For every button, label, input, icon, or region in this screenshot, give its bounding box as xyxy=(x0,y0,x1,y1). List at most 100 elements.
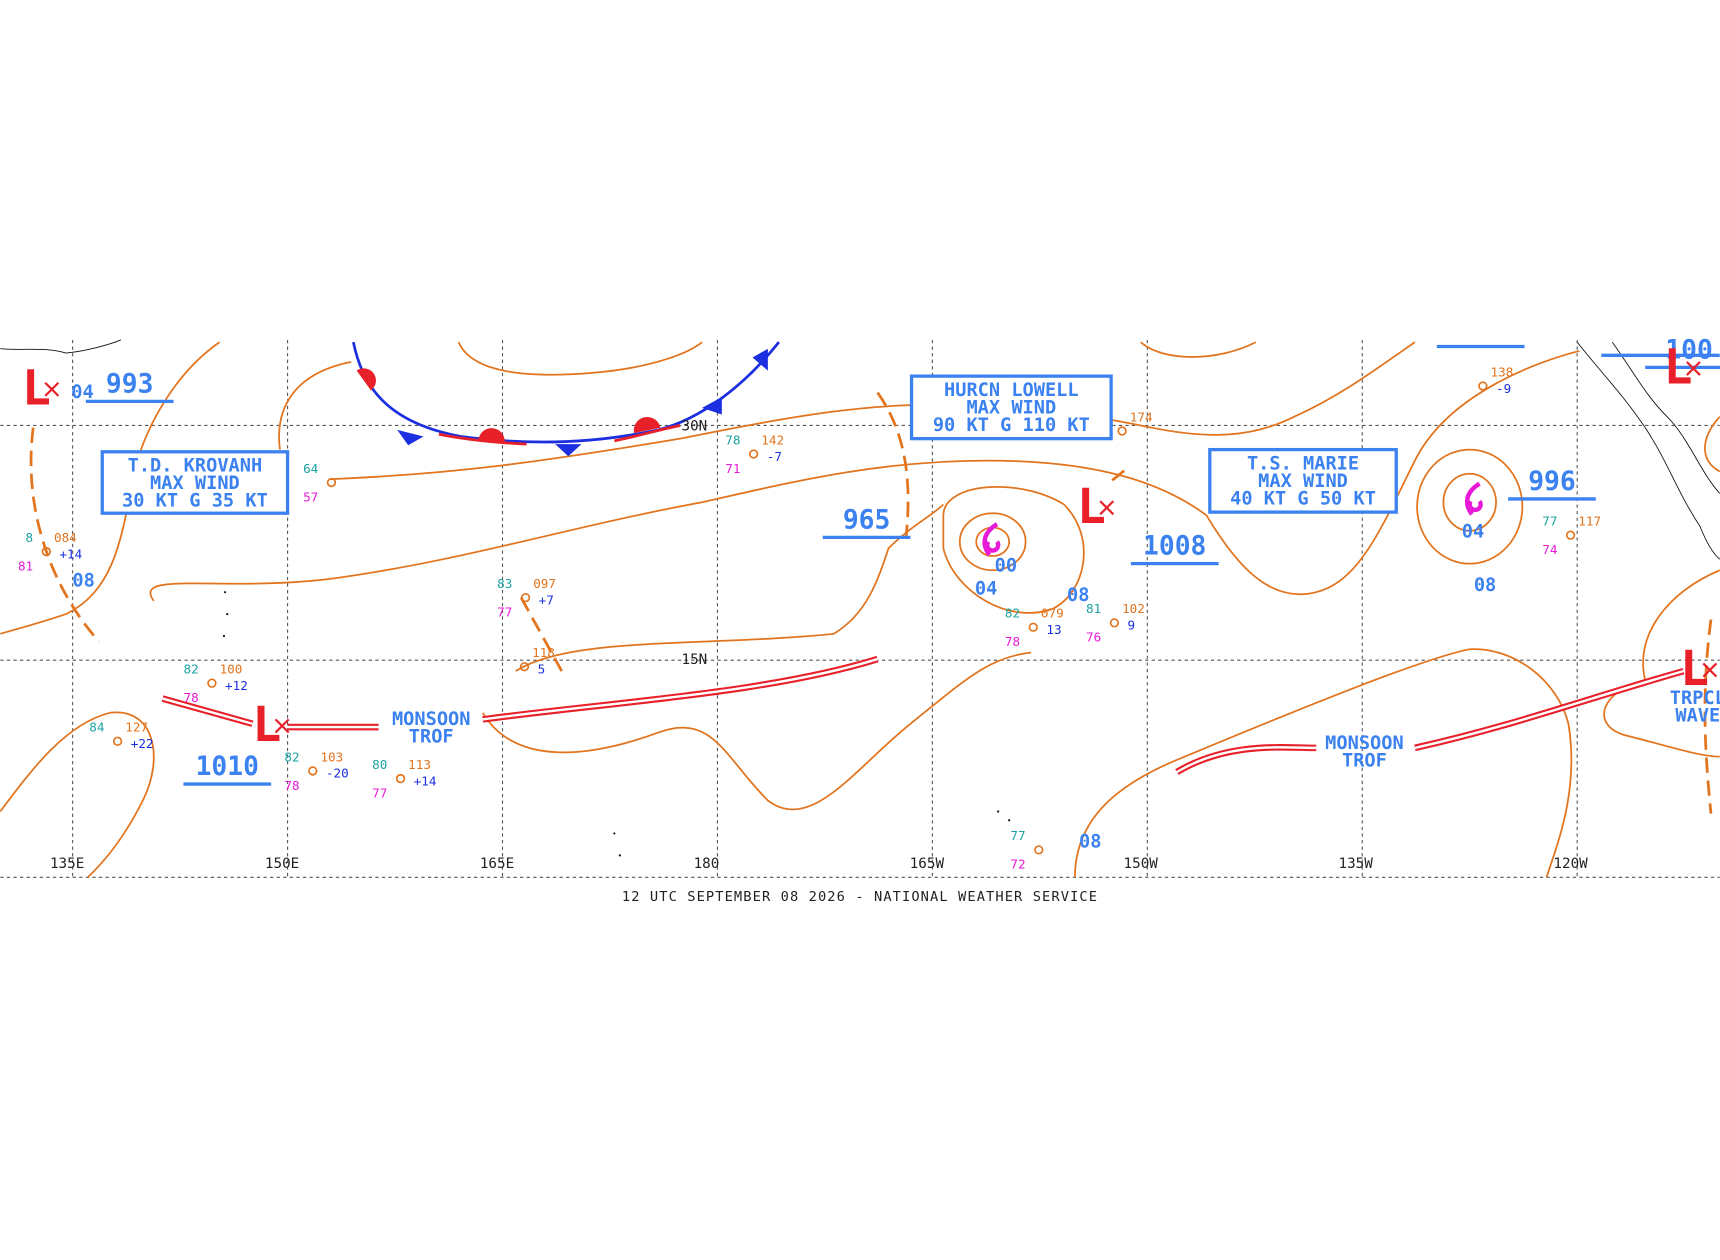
station-tendency: +14 xyxy=(414,773,437,788)
low-cross xyxy=(1702,662,1718,678)
front-line-warm xyxy=(438,424,681,446)
station-tendency: +22 xyxy=(131,736,154,751)
contour-label: 04 xyxy=(975,578,997,599)
pressure-center: 993 xyxy=(106,369,154,399)
station-temp: 82 xyxy=(184,662,199,677)
storm-box-line: MAX WIND xyxy=(966,397,1056,418)
station-dewpoint: 71 xyxy=(725,461,740,476)
station-dewpoint: 78 xyxy=(1005,634,1020,649)
islands xyxy=(222,591,1011,857)
storm-box-line: 40 KT G 50 KT xyxy=(1230,488,1376,509)
island xyxy=(1008,819,1011,822)
feature-label: MONSOON xyxy=(392,709,471,730)
storm-box xyxy=(100,450,290,515)
low-cross xyxy=(44,381,60,397)
station-temp: 80 xyxy=(372,757,387,772)
low-cross xyxy=(1686,361,1701,376)
trough-inner xyxy=(162,657,1684,774)
feature-label: TRPCL xyxy=(1670,688,1720,709)
trough xyxy=(29,427,100,643)
station xyxy=(748,449,759,459)
cyclone-symbol xyxy=(1464,481,1483,516)
station-dewpoint: 78 xyxy=(184,690,199,705)
station xyxy=(519,662,530,672)
station xyxy=(395,773,406,784)
feature-label: WAVE xyxy=(1675,706,1720,727)
isobar xyxy=(457,341,703,376)
storm-box-line: MAX WIND xyxy=(1258,471,1348,492)
troughs xyxy=(29,391,1713,814)
low-cross xyxy=(274,718,290,734)
station-pressure: 084 xyxy=(54,530,77,545)
storm-box-line: 90 KT G 110 KT xyxy=(933,415,1090,436)
station-pressure: 103 xyxy=(320,749,343,764)
latitude-label: 30N xyxy=(682,419,708,435)
longitude-label: 150E xyxy=(265,856,299,872)
station-tendency: +14 xyxy=(59,546,82,561)
isobar xyxy=(1704,416,1720,473)
station-tendency: 9 xyxy=(1128,618,1136,633)
island xyxy=(226,613,229,616)
station-pressure: 142 xyxy=(761,432,784,447)
station-tendency: +7 xyxy=(539,592,554,607)
front xyxy=(352,341,780,457)
storm-box xyxy=(909,374,1113,441)
isobar xyxy=(482,651,1032,811)
station-tendency: 5 xyxy=(538,662,546,677)
station xyxy=(207,678,217,688)
low-symbol: L xyxy=(22,360,51,416)
longitude-label: 180 xyxy=(694,856,720,872)
station-temp: 81 xyxy=(1086,601,1101,616)
pressure-center: 1008 xyxy=(1143,532,1206,562)
monsoon-trough xyxy=(161,655,1685,775)
station-temp: 64 xyxy=(303,461,318,476)
island xyxy=(222,634,226,638)
pressure-center: 100 xyxy=(1665,335,1713,365)
contour-label: 08 xyxy=(1079,832,1101,853)
station-pressure: 097 xyxy=(533,576,556,591)
isobar xyxy=(1074,648,1573,878)
station xyxy=(1034,845,1044,855)
storm-box-line: MAX WIND xyxy=(150,473,240,494)
station-tendency: -9 xyxy=(1496,381,1511,396)
isobar xyxy=(1442,472,1497,532)
contour-label: 08 xyxy=(1067,585,1089,606)
longitude-label: 135W xyxy=(1339,856,1374,872)
station xyxy=(1478,381,1488,391)
grid xyxy=(0,339,1720,878)
contour-label: 04 xyxy=(1462,521,1484,542)
feature-label: TROF xyxy=(1342,751,1387,772)
station-tendency: +12 xyxy=(225,678,248,693)
station-temp: 8 xyxy=(26,530,34,545)
station-pressure: 113 xyxy=(408,757,431,772)
station xyxy=(326,477,337,488)
pressure-center: 965 xyxy=(843,505,891,535)
contour-label: 08 xyxy=(1474,575,1496,596)
longitude-label: 165E xyxy=(480,856,514,872)
isobar xyxy=(0,341,221,635)
feature-label: MONSOON xyxy=(1325,733,1403,754)
longitude-label: 165W xyxy=(910,856,945,872)
station xyxy=(1117,426,1127,436)
station-temp: 84 xyxy=(89,720,104,735)
pressure-center: 996 xyxy=(1528,467,1576,497)
contour-label: 04 xyxy=(71,382,93,403)
isobar xyxy=(1416,448,1524,565)
station xyxy=(308,766,318,776)
isobar xyxy=(958,512,1027,572)
longitude-label: 135E xyxy=(50,856,84,872)
station xyxy=(520,592,531,603)
island xyxy=(223,591,227,594)
station-tendency: 13 xyxy=(1046,622,1061,637)
station-dewpoint: 57 xyxy=(303,489,318,504)
isobar xyxy=(1603,569,1720,758)
station-pressure: 100 xyxy=(220,662,243,677)
latitude-label: 15N xyxy=(682,652,708,668)
station-temp: 83 xyxy=(497,576,512,591)
storm-box-line: T.D. KROVANH xyxy=(128,456,263,477)
coast xyxy=(0,339,122,354)
station xyxy=(1028,622,1038,632)
station-pressure: 127 xyxy=(125,720,148,735)
